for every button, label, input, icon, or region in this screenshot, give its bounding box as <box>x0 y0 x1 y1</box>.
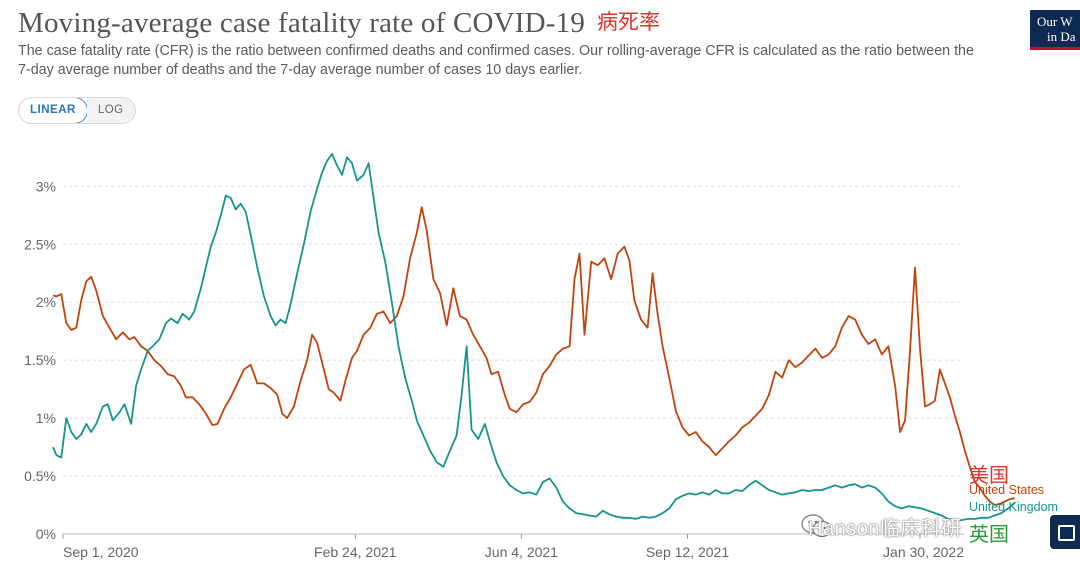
series-line-united-kingdom <box>52 152 1016 521</box>
watermark: Hanson临床科研 <box>808 518 962 540</box>
share-icon[interactable] <box>1050 515 1080 549</box>
linear-scale-button[interactable]: LINEAR <box>18 98 88 123</box>
y-tick-label: 3% <box>36 178 56 194</box>
series-annotation: 英国 <box>969 522 1009 546</box>
wechat-icon <box>801 514 832 538</box>
x-tick-label: Feb 24, 2021 <box>314 544 397 560</box>
scale-toggle: LINEAR LOG <box>18 97 136 124</box>
y-tick-label: 0.5% <box>24 468 56 484</box>
x-tick-label: Jun 4, 2021 <box>485 544 558 560</box>
x-tick-label: Sep 12, 2021 <box>646 544 730 560</box>
logo-line-1: Our W <box>1037 14 1073 29</box>
series-annotation: 美国 <box>969 463 1009 487</box>
y-tick-label: 2.5% <box>24 236 56 252</box>
series-label: United States <box>969 483 1044 497</box>
series-label: United Kingdom <box>969 500 1058 514</box>
chart-title: Moving-average case fatality rate of COV… <box>18 7 586 39</box>
chart-subtitle: The case fatality rate (CFR) is the rati… <box>18 43 974 78</box>
x-tick-label: Jan 30, 2022 <box>883 544 964 560</box>
y-tick-label: 2% <box>36 294 56 310</box>
y-tick-label: 1% <box>36 410 56 426</box>
y-tick-label: 0% <box>36 526 56 542</box>
log-scale-button[interactable]: LOG <box>86 98 135 123</box>
title-row: Moving-average case fatality rate of COV… <box>18 6 660 46</box>
x-tick-label: Sep 1, 2020 <box>63 544 139 560</box>
logo-line-2: in Da <box>1047 29 1076 44</box>
series-line-united-states <box>52 206 1015 506</box>
owid-logo[interactable]: Our W in Da <box>1030 10 1080 50</box>
title-annotation: 病死率 <box>597 10 661 34</box>
y-tick-label: 1.5% <box>24 352 56 368</box>
